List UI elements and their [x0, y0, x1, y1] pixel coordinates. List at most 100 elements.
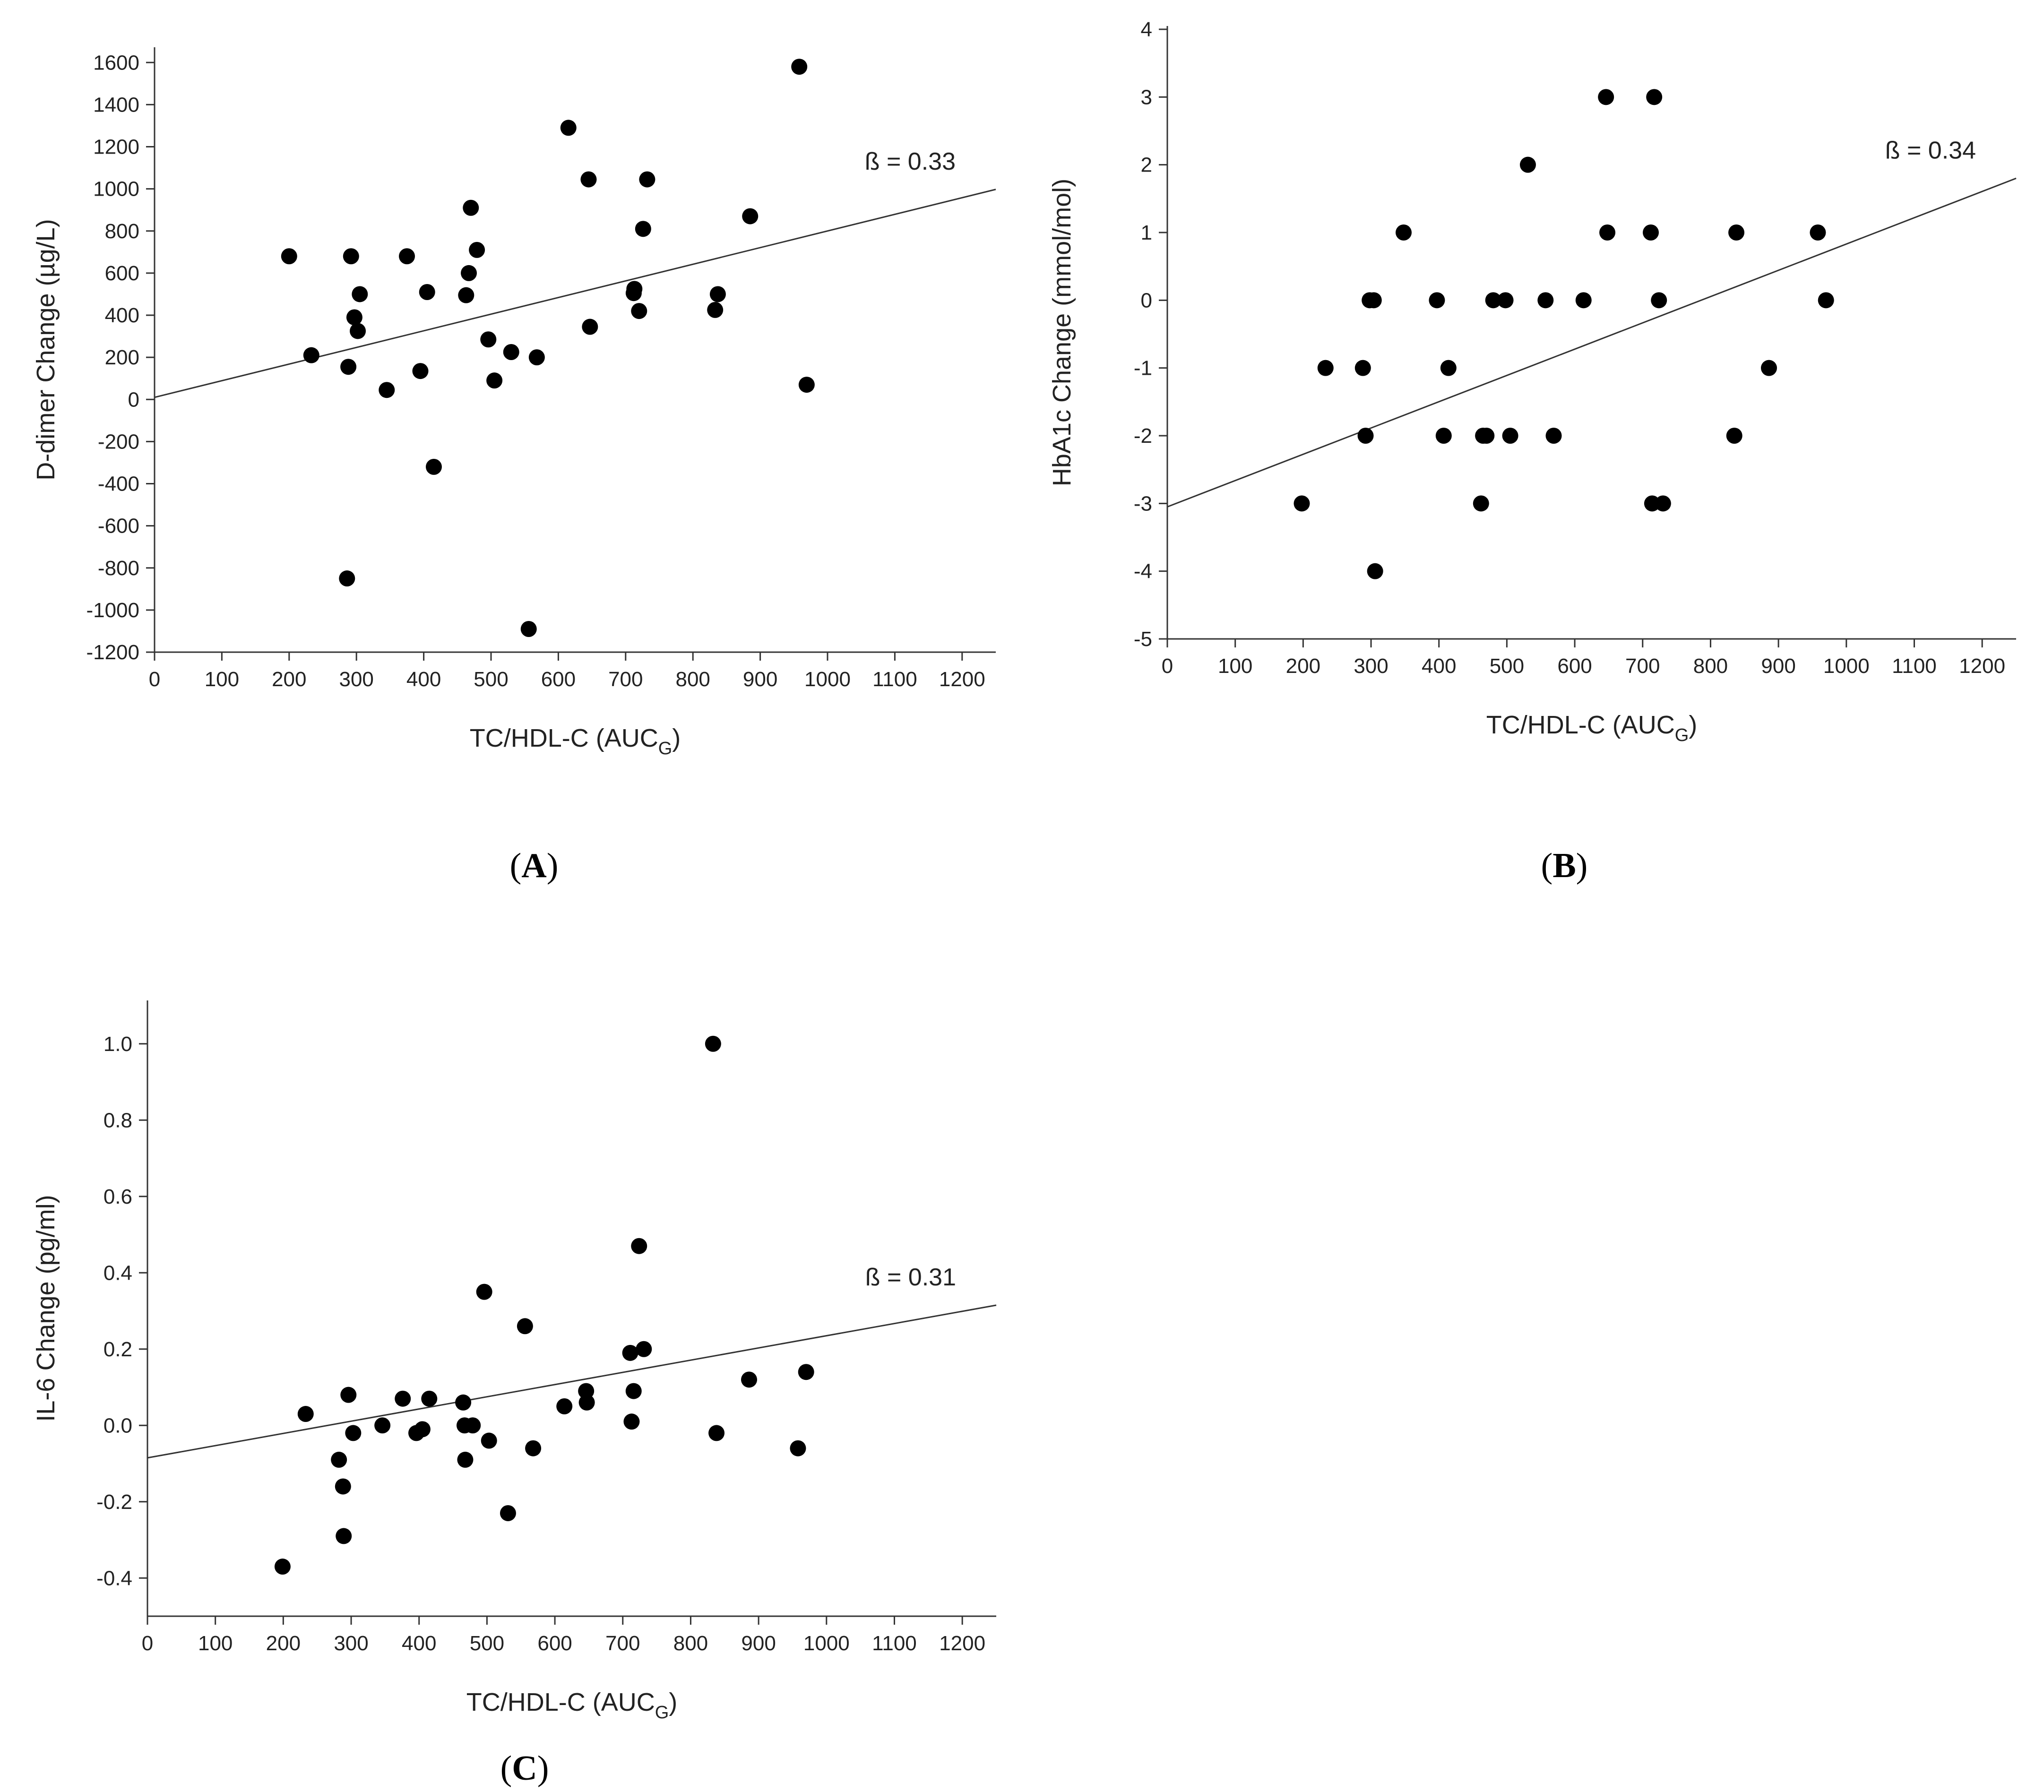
chart-c-x-axis-label-main: TC/HDL-C (AUC: [466, 1688, 655, 1716]
chart-a-y-tick-label: -800: [98, 557, 139, 580]
chart-b-x-tick-label: 700: [1625, 655, 1660, 678]
caption-c-close: ): [537, 1749, 549, 1788]
chart-a-beta-label: ß = 0.33: [865, 148, 956, 175]
chart-a-y-tick-label: 200: [105, 346, 139, 369]
chart-c-y-tick-label: 0.0: [103, 1414, 132, 1437]
chart-c-svg: 0 100 200 300 400 500 600 700 800 900 1000 1100 1200…: [32, 1000, 997, 1723]
chart-c-point: [345, 1425, 362, 1441]
chart-c-point: [625, 1383, 642, 1399]
chart-c-y-tick-label: 0.4: [103, 1261, 132, 1284]
chart-b-x-axis-label-main: TC/HDL-C (AUC: [1486, 711, 1675, 739]
chart-a-point: [463, 199, 479, 216]
chart-c-point: [623, 1413, 640, 1430]
chart-a-x-tick-label: 900: [743, 668, 777, 691]
chart-a-x-tick-label: 200: [272, 668, 306, 691]
chart-b-point: [1818, 292, 1834, 309]
chart-a-y-tick-label: -1200: [86, 641, 139, 664]
chart-b-point: [1643, 224, 1659, 241]
chart-a-point: [560, 120, 577, 136]
chart-panel-b: 0 100 200 300 400 500 600 700 800 900 1000 1100 1200…: [1016, 0, 2044, 898]
chart-c-point: [798, 1364, 814, 1380]
chart-c-y-tick-label: 0.2: [103, 1338, 132, 1361]
chart-a-point: [303, 347, 319, 363]
chart-a-svg: 0 100 200 300 400 500 600 700 800 900 1000 1100 1200…: [32, 47, 996, 758]
chart-a-point: [582, 319, 598, 335]
chart-b-y-tick-label: 1: [1141, 221, 1152, 244]
chart-b-y-tick-label: -1: [1134, 357, 1152, 380]
chart-b-point: [1440, 360, 1457, 376]
chart-c-y-axis-label: IL-6 Change (pg/ml): [32, 1195, 60, 1422]
chart-b-regression-line: [1167, 177, 2017, 508]
chart-c-x-axis-label-sub: G: [655, 1703, 669, 1723]
chart-b-point: [1655, 495, 1671, 512]
chart-b-x-axis-label-sub: G: [1675, 725, 1689, 745]
chart-b-point: [1473, 495, 1489, 512]
chart-c-point: [481, 1432, 497, 1449]
chart-c-y-tick-label: 1.0: [103, 1033, 132, 1056]
chart-c-x-tick-label: 100: [198, 1632, 233, 1655]
chart-b-point: [1317, 360, 1334, 376]
chart-b-point: [1810, 224, 1826, 241]
caption-b-close: ): [1576, 846, 1588, 885]
chart-a-point: [631, 303, 647, 319]
chart-b-y-tick-label: -2: [1134, 424, 1152, 448]
chart-c-x-tick-label: 800: [673, 1632, 708, 1655]
caption-a: (A): [473, 846, 595, 886]
chart-b-svg: 0 100 200 300 400 500 600 700 800 900 1000 1100 1200…: [1048, 18, 2017, 745]
chart-b-point: [1728, 224, 1745, 241]
chart-c-point: [340, 1387, 357, 1403]
chart-a-x-axis-label-close: ): [672, 724, 681, 752]
chart-panel-c: 0 100 200 300 400 500 600 700 800 900 1000 1100 1200…: [0, 936, 1016, 1792]
chart-b-point: [1294, 495, 1310, 512]
chart-c-point: [374, 1417, 391, 1434]
chart-a-y-tick-label: 0: [128, 388, 139, 411]
chart-c-y-tick-label: -0.2: [96, 1490, 132, 1514]
chart-a-point: [340, 359, 357, 375]
chart-a-x-tick-label: 400: [406, 668, 441, 691]
chart-b-x-tick-label: 900: [1761, 655, 1795, 678]
chart-c-point: [274, 1559, 291, 1575]
chart-c-point: [476, 1284, 492, 1300]
chart-c-x-tick-label: 700: [605, 1632, 640, 1655]
chart-a-y-tick-label: -600: [98, 515, 139, 538]
chart-b-beta-label: ß = 0.34: [1885, 137, 1976, 164]
chart-a-x-tick-label: 700: [608, 668, 643, 691]
chart-a-point: [580, 171, 597, 188]
chart-c-point: [455, 1394, 472, 1411]
chart-b-point: [1761, 360, 1777, 376]
chart-b-point: [1429, 292, 1445, 309]
chart-c-x-tick-label: 0: [142, 1632, 153, 1655]
chart-c-point: [556, 1398, 573, 1414]
chart-c-point: [421, 1390, 438, 1407]
chart-b-y-tick-label: 0: [1141, 289, 1152, 312]
chart-c-point: [457, 1451, 474, 1468]
chart-a-y-tick-label: 1400: [93, 93, 139, 116]
chart-c-point: [705, 1035, 721, 1052]
chart-c-x-tick-label: 300: [334, 1632, 368, 1655]
chart-b-x-axis-label-close: ): [1689, 711, 1697, 739]
chart-b-point: [1575, 292, 1592, 309]
chart-b-y-tick-label: -4: [1134, 560, 1152, 583]
chart-c-point: [414, 1421, 431, 1438]
chart-c-point: [578, 1394, 595, 1411]
chart-a-point: [469, 241, 485, 258]
chart-a-regression-line: [154, 189, 996, 398]
chart-b-point: [1537, 292, 1554, 309]
chart-b-point: [1485, 292, 1501, 309]
chart-c-x-tick-label: 900: [741, 1632, 776, 1655]
chart-b-x-tick-label: 0: [1162, 655, 1173, 678]
caption-b-letter: B: [1552, 846, 1576, 885]
chart-a-x-axis-label-main: TC/HDL-C (AUC: [470, 724, 658, 752]
chart-b-point: [1502, 428, 1518, 444]
chart-a-point: [707, 302, 724, 318]
chart-b-point: [1354, 360, 1371, 376]
chart-c-point: [335, 1478, 351, 1495]
chart-a-point: [520, 620, 537, 637]
chart-c-point: [631, 1238, 647, 1254]
chart-b-x-tick-label: 300: [1354, 655, 1388, 678]
chart-c-point: [500, 1505, 516, 1521]
chart-b-point: [1646, 89, 1663, 105]
chart-a-x-axis-label: TC/HDL-C (AUCG): [470, 724, 681, 758]
chart-b-point: [1519, 156, 1536, 173]
chart-a-point: [791, 59, 808, 75]
